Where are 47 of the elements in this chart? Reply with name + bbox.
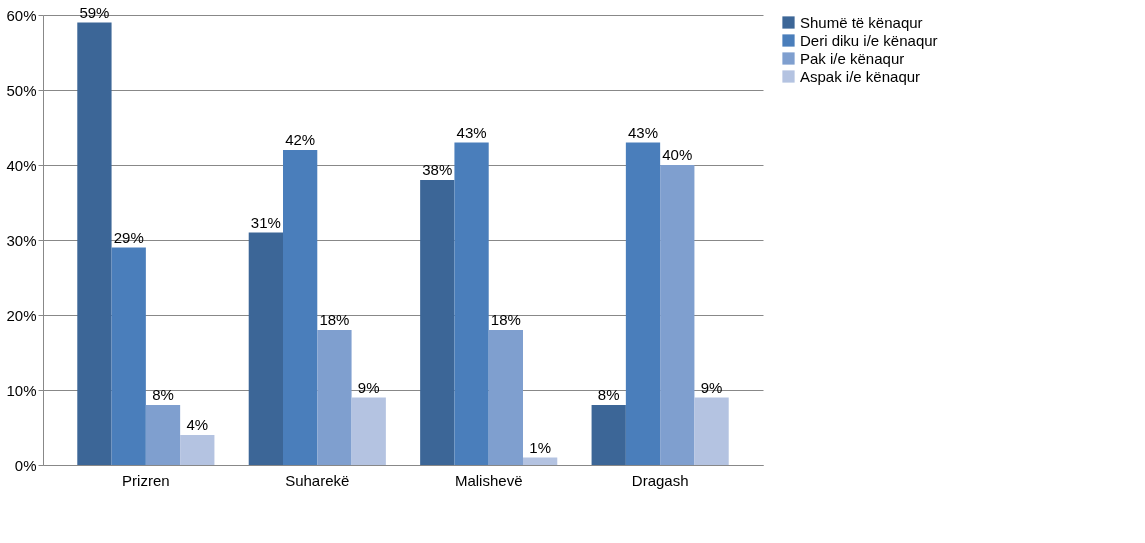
y-tick-label: 60% xyxy=(6,6,37,24)
legend-label: Aspak i/e kënaqur xyxy=(800,67,921,85)
bar xyxy=(317,330,352,465)
legend-label: Pak i/e kënaqur xyxy=(800,49,905,67)
data-label: 38% xyxy=(422,161,453,178)
data-label: 8% xyxy=(152,386,174,403)
legend-label: Deri diku i/e kënaqur xyxy=(800,31,938,49)
data-label: 43% xyxy=(456,123,487,141)
y-tick-label: 30% xyxy=(6,231,37,249)
bar xyxy=(454,142,489,465)
data-label: 9% xyxy=(357,378,380,396)
data-label: 43% xyxy=(627,123,659,141)
data-label: 42% xyxy=(285,131,316,148)
legend-label: Shumë të kënaqur xyxy=(800,13,923,31)
bar xyxy=(420,180,455,465)
bar xyxy=(523,457,558,465)
data-label: 59% xyxy=(79,3,110,21)
data-label: 18% xyxy=(490,311,521,328)
bar xyxy=(77,22,112,465)
y-tick-label: 40% xyxy=(6,156,37,174)
data-label: 9% xyxy=(700,378,723,396)
y-tick-label: 10% xyxy=(6,381,37,399)
x-tick-label: Prizren xyxy=(122,471,170,489)
data-label: 40% xyxy=(662,146,693,163)
data-label: 18% xyxy=(319,311,350,328)
bar xyxy=(145,405,181,465)
data-label: 4% xyxy=(186,416,209,433)
bar xyxy=(248,232,283,465)
bar xyxy=(351,397,386,465)
bar xyxy=(283,150,318,465)
bar xyxy=(625,142,661,465)
x-tick-label: Dragash xyxy=(631,471,689,489)
data-label: 29% xyxy=(113,228,144,246)
x-tick-label: Malishevë xyxy=(454,471,523,489)
bar xyxy=(180,435,215,465)
bar xyxy=(488,330,523,465)
y-tick-label: 50% xyxy=(6,81,37,99)
y-tick-label: 0% xyxy=(14,456,37,474)
y-tick-label: 20% xyxy=(6,306,37,324)
x-tick-label: Suharekë xyxy=(285,471,350,489)
bar xyxy=(591,405,626,465)
data-label: 31% xyxy=(250,213,281,231)
bar xyxy=(111,247,146,465)
bar xyxy=(694,397,729,465)
data-label: 8% xyxy=(597,386,620,403)
bar xyxy=(660,165,695,465)
data-label: 1% xyxy=(529,438,551,456)
